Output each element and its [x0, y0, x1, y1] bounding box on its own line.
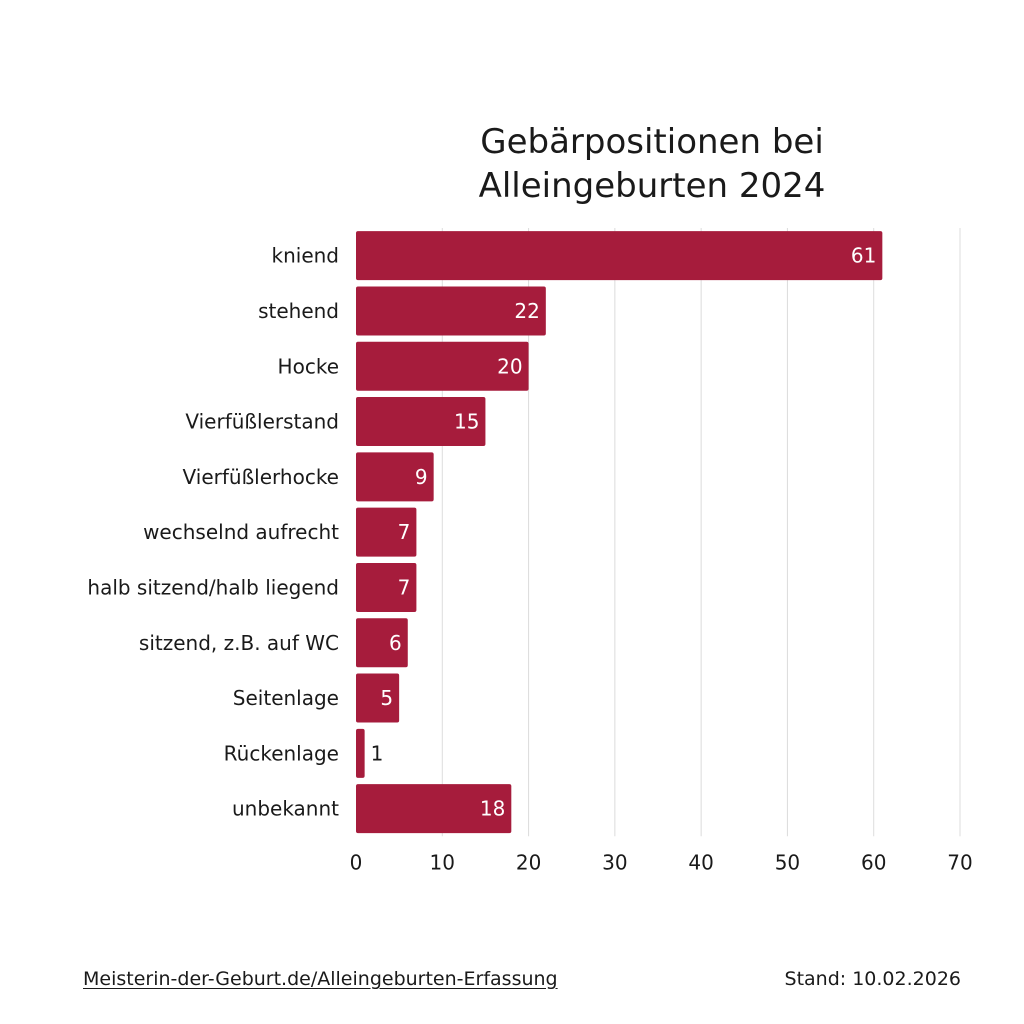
bar	[356, 507, 417, 557]
x-axis-ticks: 0 10 20 30 40 50 60 70	[350, 850, 973, 874]
source-link[interactable]: Meisterin-der-Geburt.de/Alleingeburten-E…	[83, 968, 558, 990]
x-tick-label: 0	[350, 850, 363, 874]
bar	[356, 397, 486, 447]
data-label: 7	[398, 520, 411, 544]
category-label: halb sitzend/halb liegend	[87, 575, 339, 599]
data-label: 5	[380, 686, 393, 710]
chart-title: Gebärpositionen bei Alleingeburten 2024	[352, 120, 952, 208]
x-tick-label: 70	[947, 850, 972, 874]
status-date: Stand: 10.02.2026	[784, 968, 961, 990]
data-label: 6	[389, 631, 402, 655]
x-tick-label: 30	[602, 850, 627, 874]
bar	[356, 673, 400, 723]
bar	[356, 618, 408, 668]
category-label: Seitenlage	[233, 686, 339, 710]
x-tick-label: 50	[775, 850, 800, 874]
data-label: 61	[851, 244, 876, 268]
bar	[356, 341, 529, 391]
category-label: Vierfüßlerstand	[185, 410, 339, 434]
category-labels: kniend stehend Hocke Vierfüßlerstand Vierfüß…	[87, 244, 339, 821]
bar	[356, 784, 512, 834]
category-label: wechselnd aufrecht	[143, 520, 339, 544]
data-label: 15	[454, 410, 479, 434]
x-tick-label: 20	[516, 850, 541, 874]
category-label: Rückenlage	[224, 741, 339, 765]
data-label: 22	[514, 299, 539, 323]
data-label: 9	[415, 465, 428, 489]
bar	[356, 231, 883, 281]
category-label: unbekannt	[232, 797, 339, 821]
value-labels: 61 22 20 15 9 7 7 6 5 1 18	[371, 244, 877, 821]
bars	[356, 231, 883, 834]
category-label: stehend	[258, 299, 339, 323]
chart-title-line-1: Gebärpositionen bei	[480, 122, 824, 162]
data-label: 20	[497, 354, 522, 378]
category-label: sitzend, z.B. auf WC	[139, 631, 339, 655]
x-tick-label: 10	[430, 850, 455, 874]
x-tick-label: 60	[861, 850, 886, 874]
chart-title-line-2: Alleingeburten 2024	[478, 166, 826, 206]
category-label: kniend	[272, 244, 340, 268]
bar	[356, 452, 434, 502]
data-label: 1	[371, 741, 384, 765]
bar	[356, 286, 546, 336]
data-label: 18	[480, 797, 505, 821]
bar	[356, 562, 417, 612]
category-label: Vierfüßlerhocke	[183, 465, 339, 489]
bar	[356, 728, 365, 778]
category-label: Hocke	[278, 354, 339, 378]
x-tick-label: 40	[688, 850, 713, 874]
data-label: 7	[398, 575, 411, 599]
